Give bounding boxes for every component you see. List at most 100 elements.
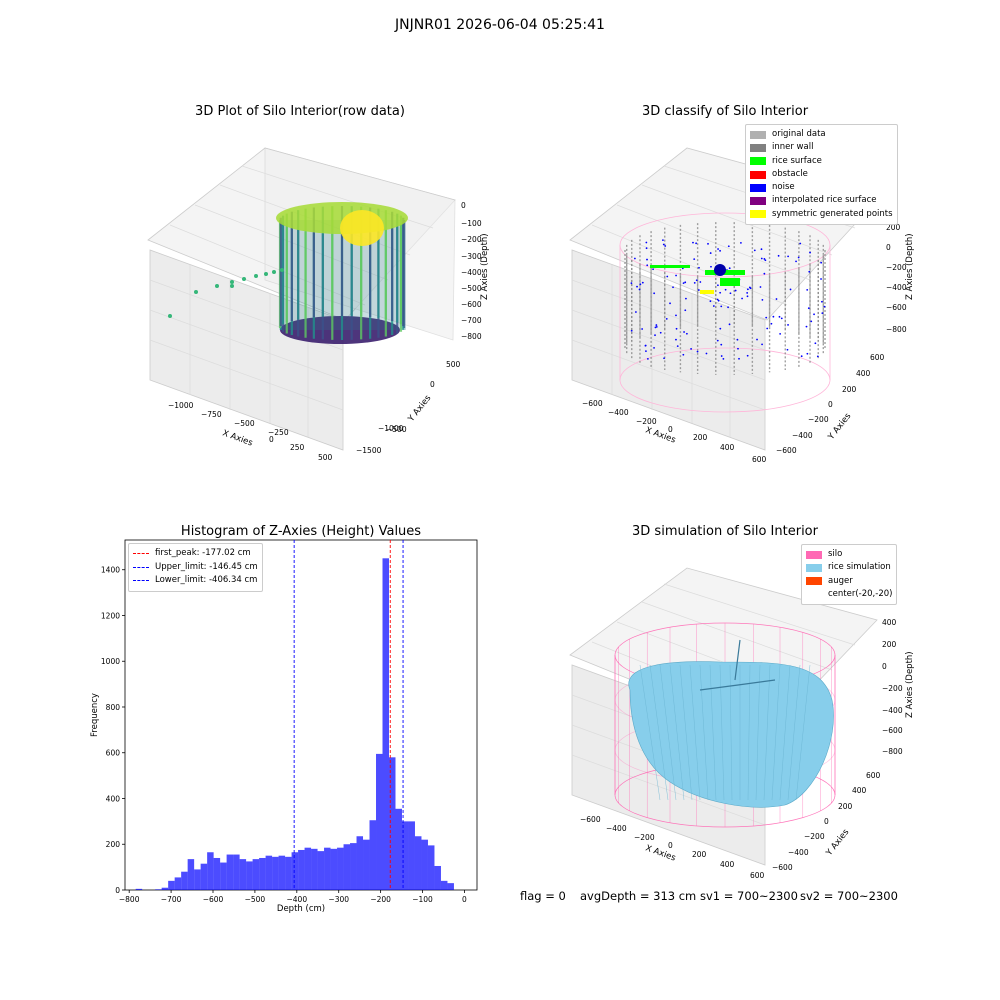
histogram-yticks: 0 200 400 600 800 1000 1200 1400 [101,566,125,895]
panel2-ztick: 200 [886,223,901,232]
noise-point [710,265,712,268]
panel1-xtick: 250 [290,443,305,452]
noise-point [646,264,649,267]
rice-mesh-line [649,664,669,801]
noise-point [676,345,679,347]
noise-point [729,292,732,295]
histogram-ytick-label: 400 [106,794,121,803]
noise-point [777,254,780,257]
histogram-bar [181,871,188,890]
footer-flag: flag = 0 [520,889,566,903]
noise-point [810,320,813,323]
noise-point [821,312,824,315]
panel2-ytick: 600 [870,353,885,362]
rice-mesh-line [747,664,751,801]
noise-point [764,259,767,262]
histogram-bar [135,888,143,890]
histogram-bar [272,856,279,890]
histogram-bar [440,880,448,890]
histogram-bar [343,844,351,890]
rice-mesh-line [659,664,677,801]
histogram-bar [298,849,305,890]
noise-point [712,305,715,307]
figure-suptitle: JNJNR01 2026-06-04 05:25:41 [395,17,605,33]
panel2-ytick: 0 [828,400,833,409]
panel4-ztick: 200 [882,640,897,649]
panel4-ztick: −800 [882,747,903,756]
panel2-zlabel: Z Axies (Depth) [905,233,915,300]
panel1-ztick: −300 [461,252,482,261]
noise-point [820,278,822,280]
panel1-ytick: −1000 [378,424,404,433]
panel4-title: 3D simulation of Silo Interior [632,524,818,539]
panel4-xtick: 400 [720,860,735,869]
noise-point [663,357,665,360]
noise-point [716,339,719,342]
panel1-ytick: 500 [446,360,461,369]
noise-point [719,249,721,252]
histogram-bar [427,845,435,890]
panel1-title: 3D Plot of Silo Interior(row data) [195,104,405,119]
noise-point [709,300,712,303]
panel2-ztick: −400 [886,283,907,292]
panel1-ylabel: Y Axies [406,393,434,425]
legend-item-first-peak: first_peak: -177.02 cm [133,547,258,561]
noise-point [761,343,763,346]
noise-point [763,272,766,275]
legend-label: interpolated rice surface [772,195,877,206]
legend-swatch [750,183,766,192]
panel2-ytick: 400 [856,369,871,378]
footer-sv2: sv2 = 700~2300 [800,889,898,903]
footer-avg-depth: avgDepth = 313 cm [580,889,697,903]
legend-item-center: center(-20,-20) [806,588,892,601]
histogram-bar [421,839,428,890]
panel1-xtick: 0 [269,435,274,444]
panel1-ztick: −600 [461,300,482,309]
panel2-xtick: 200 [693,433,708,442]
histogram-xtick-label: 0 [462,895,467,904]
noise-point [635,311,637,313]
histogram-bar [285,856,292,890]
histogram-bar [213,857,221,890]
noise-point [683,331,685,333]
histogram-xtick-label: −200 [370,895,391,904]
panel2-xtick: 600 [752,455,767,464]
panel4-ytick: 600 [866,771,881,780]
histogram-bar [363,839,370,890]
histogram-bar [408,821,415,890]
histogram-bar [174,877,182,890]
noise-point [756,338,758,341]
panel1-ztick: −200 [461,235,482,244]
panel4-ytick: 0 [824,817,829,826]
noise-point [770,322,773,325]
panel2-xtick: −200 [636,417,657,426]
panel1-xlabel: X Axies [221,428,254,448]
legend-label: symmetric generated points [772,208,893,219]
noise-point [716,298,719,301]
noise-point [800,355,803,358]
panel4-ztick: 400 [882,618,897,627]
panel2-ztick: −600 [886,303,907,312]
histogram-bar [389,757,396,890]
legend-label: rice surface [772,155,822,166]
noise-point [666,275,669,278]
noise-point [654,326,657,329]
rice-mesh-line [771,664,781,801]
panel1-tick-labels: −1000 −750 −500 −250 0 250 500 500 0 −50… [168,201,482,462]
legend-swatch [806,563,822,572]
noise-point [692,241,694,244]
legend-item-noise: noise [750,181,893,194]
noise-point [685,297,687,300]
histogram-bar [161,887,169,890]
noise-point [717,299,720,302]
rice-mesh-line [755,664,761,801]
histogram-ytick-label: 1000 [101,657,120,666]
rice-mesh-line [699,664,709,801]
noise-point [705,352,708,355]
histogram-bar [168,880,175,890]
panel2-classified-cloud [619,212,831,413]
footer-sv1: sv1 = 700~2300 [700,889,798,903]
noise-point [746,295,749,298]
legend-line [133,580,149,582]
noise-point [737,347,739,350]
